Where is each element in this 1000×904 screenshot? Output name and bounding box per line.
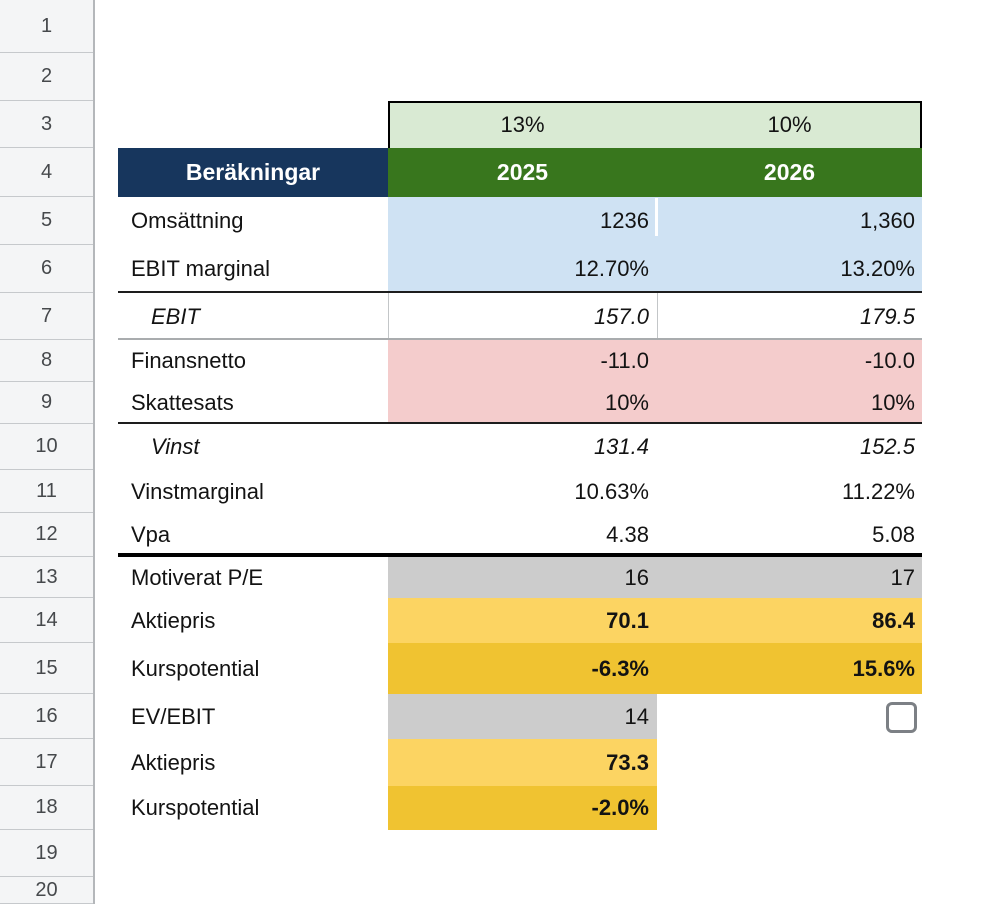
- fill-scenario-row: [388, 101, 922, 148]
- cell-scenario-2025[interactable]: 13%: [500, 111, 545, 137]
- fill-price2-row: [388, 739, 657, 786]
- cell-label-ebit-marginal[interactable]: EBIT marginal: [131, 256, 270, 281]
- cell-finansnetto-2026[interactable]: -10.0: [864, 348, 915, 373]
- divider-revenue-c-d: [655, 198, 658, 236]
- checkbox-unchecked-icon[interactable]: [886, 702, 917, 733]
- border-above-vinst: [118, 422, 922, 424]
- cell-skattesats-2026[interactable]: 10%: [870, 390, 915, 415]
- row-header-4[interactable]: 4: [0, 148, 93, 197]
- cell-label-finansnetto[interactable]: Finansnetto: [131, 348, 246, 373]
- border-below-vpa: [118, 553, 922, 557]
- cell-kurspotential-2026[interactable]: 15.6%: [852, 655, 915, 681]
- row-header-20[interactable]: 20: [0, 877, 93, 904]
- border-above-ebit: [118, 291, 922, 293]
- row-header-11[interactable]: 11: [0, 470, 93, 513]
- row-header-19[interactable]: 19: [0, 830, 93, 877]
- cell-omsattning-2026[interactable]: 1,360: [859, 208, 915, 233]
- row-header-12[interactable]: 12: [0, 513, 93, 557]
- row-header-3[interactable]: 3: [0, 101, 93, 148]
- cell-label-vinstmarginal[interactable]: Vinstmarginal: [131, 478, 264, 504]
- row-header-16[interactable]: 16: [0, 694, 93, 739]
- cell-label-omsattning[interactable]: Omsättning: [131, 208, 244, 233]
- fill-year-header: [388, 148, 922, 197]
- cell-motiverat-pe-2025[interactable]: 16: [624, 564, 649, 590]
- fill-finance-rows: [388, 340, 922, 424]
- cell-kurspotential-2025[interactable]: -6.3%: [591, 655, 649, 681]
- cell-ev-ebit-2025[interactable]: 14: [624, 703, 649, 729]
- row-header-18[interactable]: 18: [0, 786, 93, 830]
- cell-vinstmarginal-2026[interactable]: 11.22%: [842, 478, 915, 504]
- cell-year-2026[interactable]: 2026: [763, 159, 816, 185]
- cell-label-skattesats[interactable]: Skattesats: [131, 390, 234, 415]
- cell-vpa-2026[interactable]: 5.08: [872, 522, 915, 547]
- cell-kurspotential2-2025[interactable]: -2.0%: [591, 795, 649, 820]
- cell-ebit-2025[interactable]: 157.0: [593, 303, 649, 329]
- row-header-column: 1 2 3 4 5 6 7 8 9 10 11 12 13 14 15 16 1…: [0, 0, 95, 904]
- cell-aktiepris-2026[interactable]: 86.4: [872, 607, 915, 633]
- row-header-10[interactable]: 10: [0, 424, 93, 470]
- row-header-2[interactable]: 2: [0, 53, 93, 101]
- cell-vinst-2026[interactable]: 152.5: [859, 434, 915, 459]
- cell-label-kurspotential[interactable]: Kurspotential: [131, 655, 260, 681]
- cell-aktiepris2-2025[interactable]: 73.3: [606, 749, 649, 775]
- cell-label-aktiepris[interactable]: Aktiepris: [131, 607, 216, 633]
- row-header-1[interactable]: 1: [0, 0, 93, 53]
- cell-year-2025[interactable]: 2025: [496, 159, 549, 185]
- cell-vinstmarginal-2025[interactable]: 10.63%: [574, 478, 649, 504]
- fill-pe-row: [388, 557, 922, 598]
- row-header-8[interactable]: 8: [0, 340, 93, 382]
- row-header-14[interactable]: 14: [0, 598, 93, 643]
- row-header-13[interactable]: 13: [0, 557, 93, 598]
- border-below-ebit: [118, 338, 922, 340]
- cell-ebit-2026[interactable]: 179.5: [859, 303, 915, 329]
- fill-evebit-row: [388, 694, 657, 739]
- fill-title-cell: [118, 148, 388, 197]
- divider-ebit-col-b-c: [388, 293, 389, 338]
- row-header-6[interactable]: 6: [0, 245, 93, 293]
- cell-label-vpa[interactable]: Vpa: [131, 522, 171, 547]
- cell-scenario-2026[interactable]: 10%: [767, 111, 812, 137]
- cell-vinst-2025[interactable]: 131.4: [593, 434, 649, 459]
- row-header-17[interactable]: 17: [0, 739, 93, 786]
- cell-finansnetto-2025[interactable]: -11.0: [600, 348, 649, 373]
- cell-vpa-2025[interactable]: 4.38: [606, 522, 649, 547]
- cell-motiverat-pe-2026[interactable]: 17: [890, 564, 915, 590]
- row-header-7[interactable]: 7: [0, 293, 93, 340]
- cell-omsattning-2025[interactable]: 1236: [600, 208, 649, 233]
- cell-ebit-marginal-2025[interactable]: 12.70%: [574, 256, 649, 281]
- divider-ebit-col-c-d: [657, 293, 658, 338]
- cell-label-motiverat-pe[interactable]: Motiverat P/E: [131, 564, 264, 590]
- cell-label-aktiepris-2[interactable]: Aktiepris: [131, 749, 216, 775]
- cell-aktiepris-2025[interactable]: 70.1: [606, 607, 649, 633]
- cell-ebit-marginal-2026[interactable]: 13.20%: [840, 256, 915, 281]
- row-header-9[interactable]: 9: [0, 382, 93, 424]
- cell-label-ebit[interactable]: EBIT: [151, 303, 200, 329]
- cell-label-kurspotential-2[interactable]: Kurspotential: [131, 795, 260, 820]
- fill-potential-row: [388, 643, 922, 694]
- cell-label-ev-ebit[interactable]: EV/EBIT: [131, 703, 216, 729]
- fill-potential2-row: [388, 786, 657, 830]
- fill-price-row: [388, 598, 922, 643]
- cell-table-title[interactable]: Beräkningar: [185, 159, 321, 185]
- row-header-15[interactable]: 15: [0, 643, 93, 694]
- row-header-5[interactable]: 5: [0, 197, 93, 245]
- cell-skattesats-2025[interactable]: 10%: [604, 390, 649, 415]
- cell-label-vinst[interactable]: Vinst: [151, 434, 200, 459]
